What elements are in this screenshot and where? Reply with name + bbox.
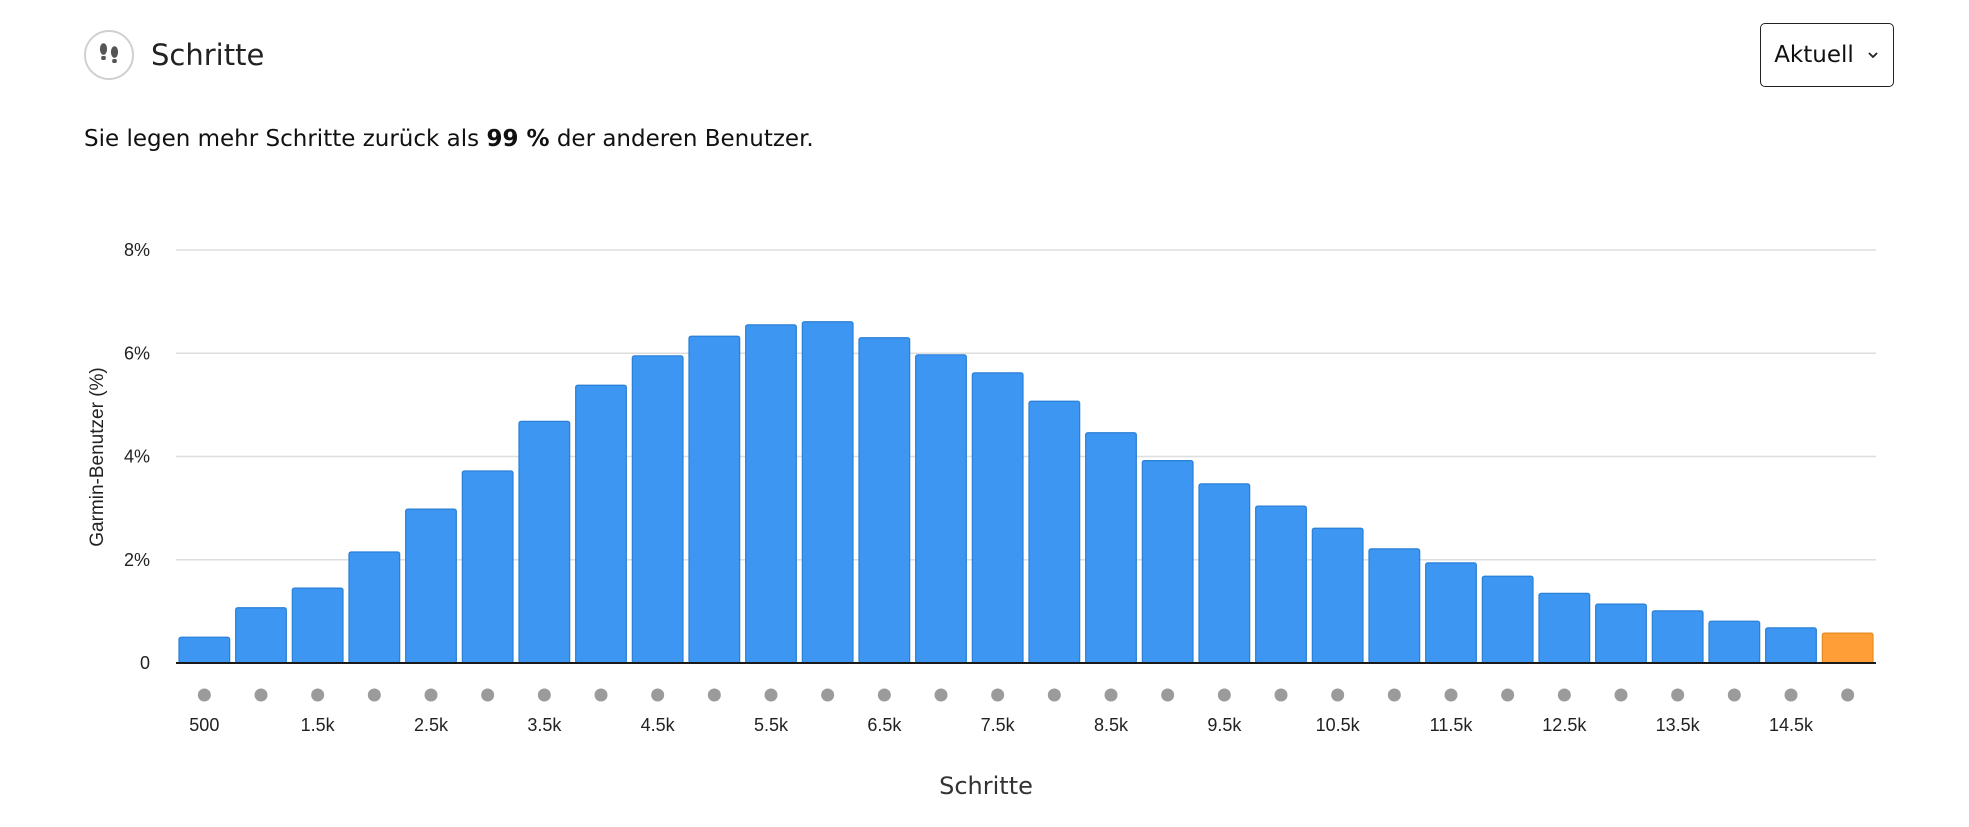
x-marker-dot	[1444, 688, 1458, 702]
x-marker-dot	[1614, 688, 1628, 702]
bar	[1311, 527, 1364, 664]
x-marker-dot	[1784, 688, 1798, 702]
x-marker-dot	[821, 688, 835, 702]
bar	[971, 372, 1024, 664]
grid-lines	[176, 249, 1876, 561]
bar	[1595, 603, 1647, 664]
x-marker-dot	[1557, 688, 1571, 702]
x-tick-label: 11.5k	[1430, 715, 1474, 735]
x-marker-dot	[424, 688, 438, 702]
y-tick-label: 6%	[124, 343, 150, 363]
bar	[461, 470, 514, 664]
x-marker-dot	[254, 688, 268, 702]
x-tick-label: 10.5k	[1316, 715, 1361, 735]
bar	[575, 384, 627, 664]
bars	[178, 321, 1874, 664]
x-marker-dot	[877, 688, 891, 702]
bar	[1255, 505, 1307, 664]
bar	[1028, 400, 1081, 664]
x-tick-label: 5.5k	[754, 715, 789, 735]
bar	[1198, 483, 1251, 664]
x-marker-dot	[1104, 688, 1118, 702]
bar	[348, 551, 401, 664]
chevron-down-icon	[1866, 50, 1880, 60]
x-tick-label: 8.5k	[1094, 715, 1129, 735]
period-select[interactable]: Aktuell	[1760, 23, 1894, 87]
bar	[1141, 460, 1194, 664]
bar	[1765, 627, 1817, 664]
footprints-icon	[84, 30, 134, 80]
bar	[1085, 432, 1137, 664]
x-marker-dot	[311, 688, 325, 702]
x-tick-label: 4.5k	[641, 715, 676, 735]
x-marker-dot	[651, 688, 665, 702]
summary-text: Sie legen mehr Schritte zurück als 99 % …	[84, 126, 814, 152]
x-marker-dot	[537, 688, 551, 702]
bar	[1708, 620, 1761, 664]
x-marker-dot	[1671, 688, 1685, 702]
bar	[178, 636, 231, 664]
y-tick-label: 0	[140, 653, 150, 673]
x-tick-label: 6.5k	[867, 715, 902, 735]
y-tick-label: 2%	[124, 550, 150, 570]
y-tick-label: 8%	[124, 240, 150, 260]
bar	[858, 337, 911, 664]
x-axis-label: Schritte	[939, 772, 1033, 800]
x-marker-dot	[367, 688, 381, 702]
bar	[801, 321, 854, 664]
x-marker-dot	[1501, 688, 1515, 702]
x-marker-dot	[991, 688, 1005, 702]
x-tick-label: 1.5k	[301, 715, 336, 735]
x-marker-dot	[594, 688, 608, 702]
bar	[631, 355, 684, 664]
x-tick-label: 12.5k	[1542, 715, 1587, 735]
summary-percentile: 99 %	[486, 126, 550, 152]
bar	[1821, 632, 1874, 664]
period-select-value: Aktuell	[1774, 42, 1854, 68]
bar	[1481, 575, 1534, 664]
x-marker-dot	[764, 688, 778, 702]
x-marker-dot	[1217, 688, 1231, 702]
summary-after: der anderen Benutzer.	[556, 126, 814, 152]
bar	[1368, 548, 1421, 664]
x-marker-dot	[1841, 688, 1855, 702]
x-tick-label: 9.5k	[1207, 715, 1242, 735]
x-marker-dot	[934, 688, 948, 702]
bar	[291, 587, 344, 664]
bar	[1425, 562, 1477, 664]
y-axis-label: Garmin-Benutzer (%)	[87, 367, 108, 547]
x-tick-labels: 500 1.5k 2.5k 3.5k 4.5k 5.5k 6.5k 7.5k 8.5k 9.5k 1…	[189, 715, 1814, 735]
x-marker-dot	[1274, 688, 1288, 702]
card-header: Schritte	[84, 30, 264, 80]
x-marker-dot	[1161, 688, 1175, 702]
page-title: Schritte	[151, 38, 265, 72]
x-marker-dot	[481, 688, 495, 702]
x-tick-label: 500	[189, 715, 219, 735]
x-marker-dot	[1331, 688, 1345, 702]
x-tick-label: 3.5k	[527, 715, 562, 735]
bar	[235, 607, 287, 664]
x-marker-dot	[1727, 688, 1741, 702]
y-tick-labels: 0 2% 4% 6% 8%	[124, 240, 150, 673]
bar	[1538, 592, 1591, 664]
bar	[405, 508, 457, 664]
x-tick-label: 7.5k	[981, 715, 1016, 735]
bar	[518, 420, 571, 664]
x-marker-dot	[707, 688, 721, 702]
x-marker-dot	[197, 688, 211, 702]
summary-before: Sie legen mehr Schritte zurück als	[84, 126, 480, 152]
bar	[915, 354, 967, 664]
y-tick-label: 4%	[124, 447, 150, 467]
x-tick-label: 14.5k	[1769, 715, 1814, 735]
bar	[1651, 610, 1704, 664]
x-marker-dot	[1387, 688, 1401, 702]
x-marker-dot	[1047, 688, 1061, 702]
x-tick-label: 13.5k	[1656, 715, 1701, 735]
x-marker-dots	[197, 688, 1855, 702]
bar	[688, 335, 741, 664]
x-tick-label: 2.5k	[414, 715, 449, 735]
bar	[745, 324, 797, 664]
